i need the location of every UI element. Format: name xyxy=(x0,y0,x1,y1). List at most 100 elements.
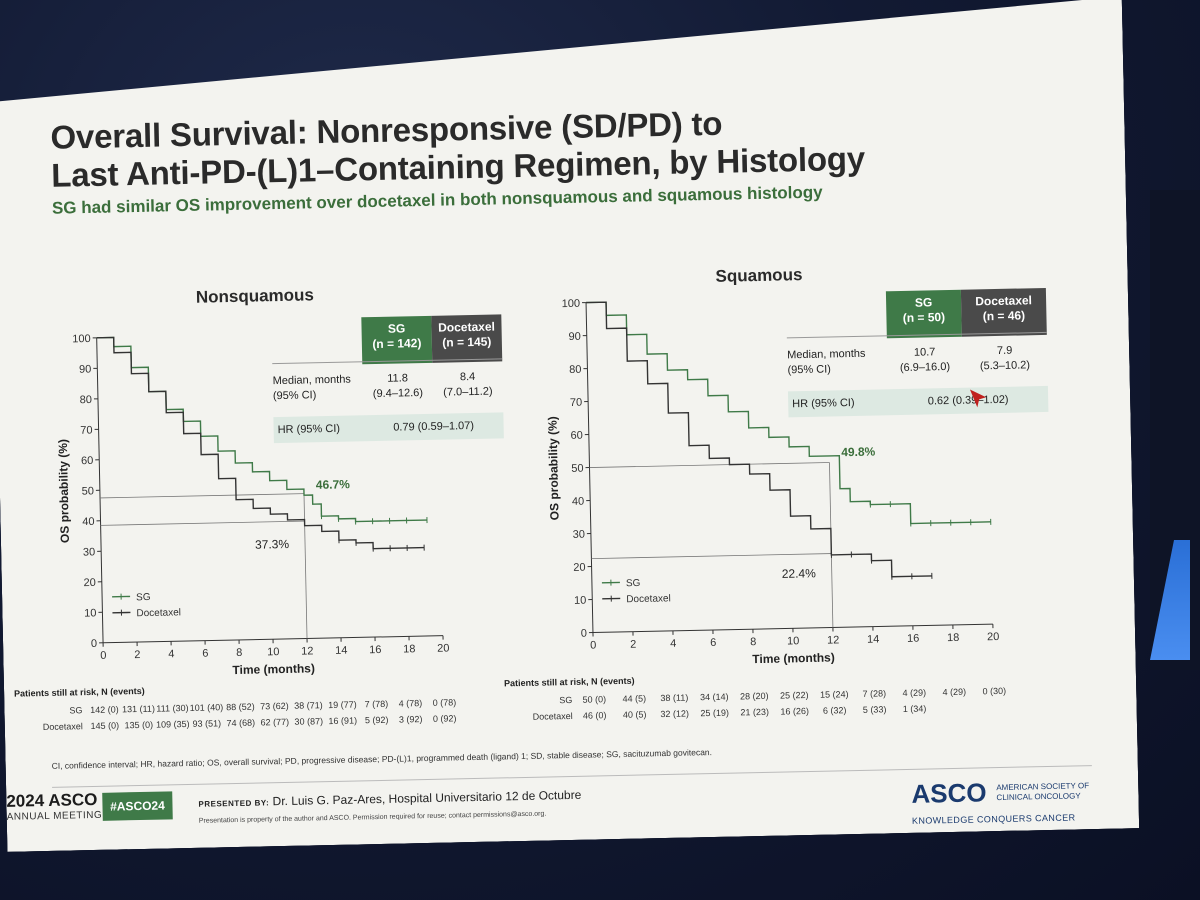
median-label-line-2: (95% CI) xyxy=(272,389,317,403)
table-header-sg: SG (n = 142) xyxy=(361,316,432,364)
y-axis-title: OS probability (%) xyxy=(56,439,72,543)
x-tick-label: 12 xyxy=(827,634,839,646)
x-axis-title: Time (months) xyxy=(232,661,315,677)
median-label-line-1: Median, months xyxy=(272,373,351,388)
hr-row: HR (95% CI) 0.79 (0.59–1.07) xyxy=(273,412,503,443)
risk-cell: 25 (22) xyxy=(780,690,809,701)
meeting-logo-sub: ANNUAL MEETING xyxy=(6,809,103,823)
squamous-stats-table: SG (n = 50) Docetaxel (n = 46) Median, m… xyxy=(786,288,1059,434)
risk-cell: 15 (24) xyxy=(820,689,849,700)
legend-label: SG xyxy=(626,578,641,589)
risk-cell: 32 (12) xyxy=(660,709,689,720)
header-sg-label: SG xyxy=(387,321,406,336)
risk-cell: 4 (78) xyxy=(399,698,423,708)
risk-cell: 0 (78) xyxy=(433,697,457,707)
y-tick-label: 90 xyxy=(79,363,91,375)
y-tick-label: 60 xyxy=(81,455,93,467)
risk-cell: 74 (68) xyxy=(226,718,255,729)
risk-cell: 40 (5) xyxy=(623,709,647,719)
sg-median-value: 11.8 xyxy=(387,372,409,385)
header-docetaxel-n: (n = 46) xyxy=(982,308,1026,324)
hr-row: HR (95% CI) 0.62 (0.39–1.02) xyxy=(788,386,1048,417)
reference-line-vertical xyxy=(304,494,307,639)
risk-cell: 109 (35) xyxy=(156,719,190,730)
x-tick-label: 6 xyxy=(202,648,208,660)
annotation-docetaxel: 22.4% xyxy=(782,566,817,581)
y-tick-label: 0 xyxy=(91,638,97,650)
reference-line-sg xyxy=(100,494,304,498)
x-tick-label: 20 xyxy=(437,643,449,655)
risk-cell: 21 (23) xyxy=(740,707,769,718)
risk-cell: 73 (62) xyxy=(260,701,289,712)
risk-row-label: SG xyxy=(69,705,82,715)
risk-cell: 7 (28) xyxy=(862,688,886,698)
risk-cell: 38 (11) xyxy=(660,693,688,704)
x-tick-label: 16 xyxy=(907,633,919,645)
x-tick-label: 2 xyxy=(630,639,636,651)
risk-cell: 131 (11) xyxy=(122,704,155,715)
risk-cell: 4 (29) xyxy=(902,688,926,698)
y-tick-label: 20 xyxy=(573,562,585,574)
median-label: Median, months (95% CI) xyxy=(787,347,866,379)
x-tick-label: 8 xyxy=(750,636,756,648)
risk-cell: 34 (14) xyxy=(700,692,729,703)
annotation-sg: 46.7% xyxy=(316,477,351,492)
y-tick-label: 100 xyxy=(72,333,91,345)
risk-cell: 4 (29) xyxy=(942,687,966,697)
risk-cell: 3 (92) xyxy=(399,714,423,724)
risk-cell: 101 (40) xyxy=(190,702,224,713)
nonsquamous-stats-table: SG (n = 142) Docetaxel (n = 145) Median,… xyxy=(271,314,504,459)
risk-row-label: Docetaxel xyxy=(43,721,83,732)
hr-value: 0.79 (0.59–1.07) xyxy=(393,419,475,434)
risk-cell: 5 (33) xyxy=(863,704,887,714)
x-tick-label: 2 xyxy=(134,649,140,661)
presentation-slide: Overall Survival: Nonresponsive (SD/PD) … xyxy=(0,0,1139,852)
risk-cell: 135 (0) xyxy=(124,720,153,731)
pointer-cursor-icon xyxy=(968,387,988,409)
docetaxel-median-cell: 8.4 (7.0–11.2) xyxy=(432,369,503,400)
nonsquamous-title: Nonsquamous xyxy=(195,285,315,307)
squamous-km-chart: 0 2 4 6 8 10 12 14 16 18 20 0 10 20 30 40 50 60 70 80 90 100 T… xyxy=(526,288,1055,739)
reference-line-sg xyxy=(590,463,830,468)
median-label-line-1: Median, months xyxy=(787,347,866,362)
docetaxel-median-value: 8.4 xyxy=(459,370,476,384)
risk-cell: 0 (92) xyxy=(433,713,457,723)
header-docetaxel-n: (n = 145) xyxy=(442,334,492,350)
y-tick-label: 90 xyxy=(568,331,580,343)
y-tick-label: 50 xyxy=(82,485,94,497)
hr-label: HR (95% CI) xyxy=(277,422,341,437)
risk-cell: 28 (20) xyxy=(740,691,769,702)
y-tick-label: 30 xyxy=(83,546,95,558)
docetaxel-median-ci: (5.3–10.2) xyxy=(979,359,1031,373)
reference-line-docetaxel xyxy=(101,521,305,525)
presented-by-label: PRESENTED BY: xyxy=(198,798,270,809)
x-tick-label: 14 xyxy=(335,645,347,657)
risk-cell: 145 (0) xyxy=(90,720,119,731)
y-tick-label: 0 xyxy=(581,628,587,640)
presentation-note: Presentation is property of the author a… xyxy=(198,810,547,825)
risk-cell: 50 (0) xyxy=(583,694,607,704)
risk-cell: 19 (77) xyxy=(328,699,357,710)
y-tick-label: 70 xyxy=(80,424,92,436)
median-label: Median, months (95% CI) xyxy=(272,373,351,405)
risk-cell: 1 (34) xyxy=(903,704,927,714)
y-tick-label: 60 xyxy=(570,430,582,442)
sg-median-value: 10.7 xyxy=(913,346,936,359)
km-curve-docetaxel xyxy=(586,295,932,583)
legend-label: Docetaxel xyxy=(626,593,671,605)
x-tick-label: 12 xyxy=(301,645,313,657)
risk-cell: 7 (78) xyxy=(365,699,389,709)
presenter-name: Dr. Luis G. Paz-Ares, Hospital Universit… xyxy=(272,787,582,809)
y-tick-label: 40 xyxy=(82,516,94,528)
squamous-title: Squamous xyxy=(715,265,803,286)
risk-cell: 93 (51) xyxy=(192,718,221,729)
risk-table-heading: Patients still at risk, N (events) xyxy=(14,686,145,699)
y-tick-label: 10 xyxy=(574,595,586,607)
x-tick-label: 18 xyxy=(403,643,415,655)
sg-median-ci: (9.4–12.6) xyxy=(372,387,424,401)
x-tick-label: 0 xyxy=(100,650,106,662)
y-tick-label: 40 xyxy=(572,496,584,508)
risk-cell: 30 (87) xyxy=(294,716,323,727)
y-tick-label: 20 xyxy=(83,577,95,589)
